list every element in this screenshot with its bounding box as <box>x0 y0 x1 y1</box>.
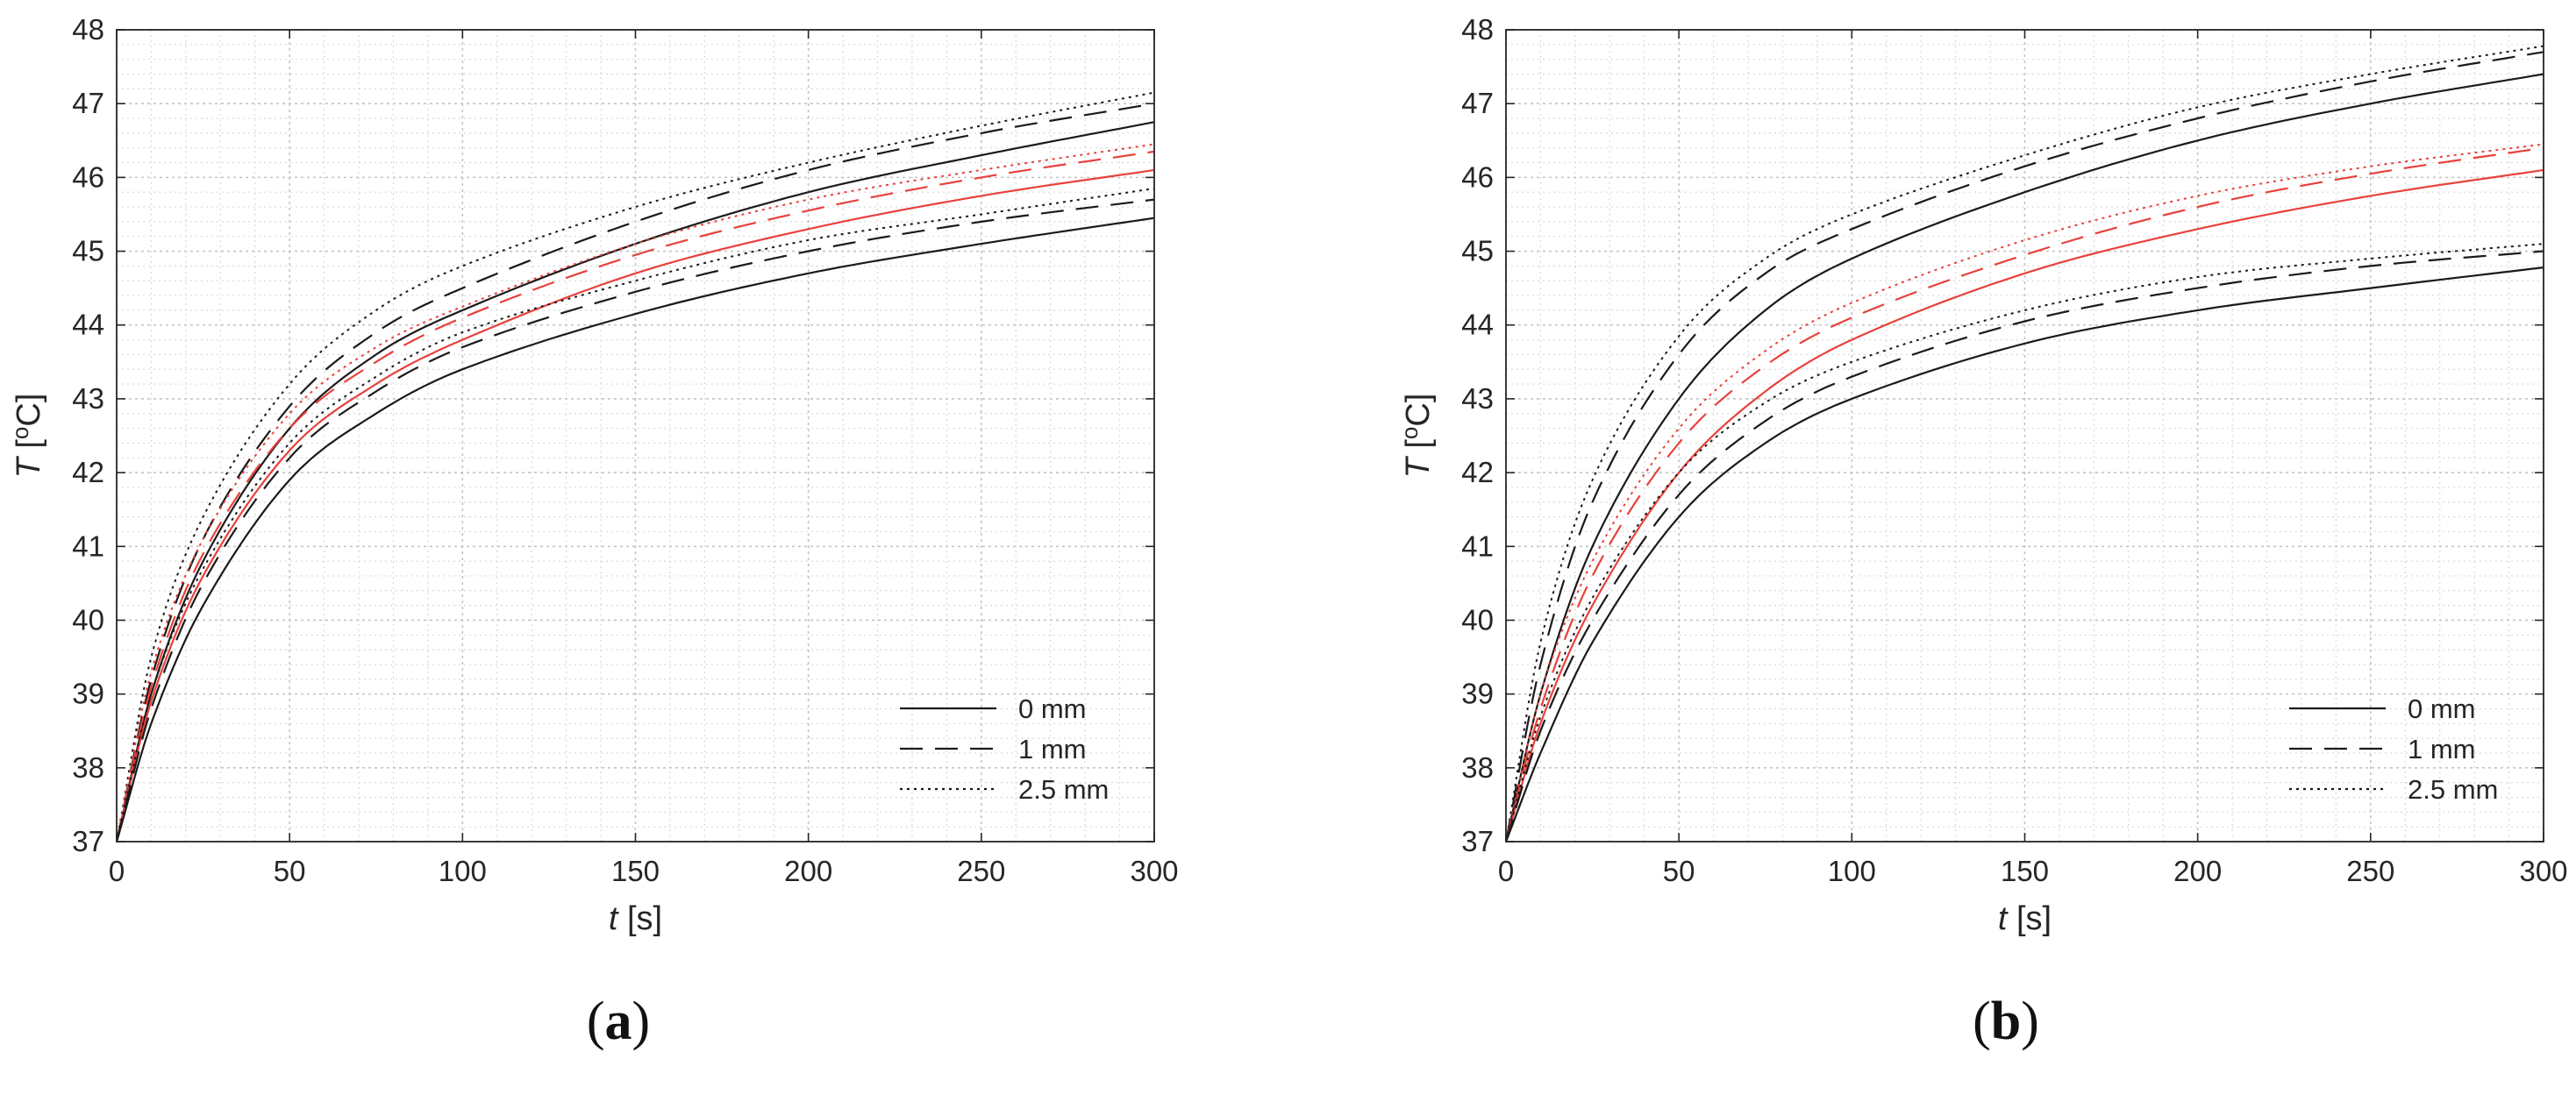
x-tick-label: 300 <box>1130 855 1178 887</box>
x-axis-unit: [s] <box>627 900 662 937</box>
series-line-middle-solid-red <box>1504 168 2544 843</box>
legend-label: 2.5 mm <box>1018 774 1109 805</box>
y-axis-unit-open: [ <box>1400 439 1437 449</box>
y-axis-variable: T <box>11 455 47 478</box>
panel-label-letter: b <box>1991 992 2021 1051</box>
x-axis-label: t [s] <box>609 900 662 937</box>
tick-marks <box>1505 29 2544 843</box>
legend-label: 1 mm <box>2408 734 2476 764</box>
y-tick-label: 37 <box>1461 825 1494 857</box>
x-tick-label: 50 <box>274 855 306 887</box>
y-tick-label: 46 <box>72 160 104 193</box>
series-line-lower-solid-black <box>1504 267 2544 843</box>
chart-panel-b: 0 50 100 150 200 250 300 37 38 39 40 41 42 43 44 45 46 47… <box>1396 13 2568 1051</box>
x-axis-unit: [s] <box>2016 900 2052 937</box>
y-tick-label: 39 <box>1461 678 1494 710</box>
series-line-middle-dashed-red <box>115 150 1155 843</box>
series-line-upper-dotted-black <box>116 91 1155 843</box>
legend: 0 mm 1 mm 2.5 mm <box>2289 693 2498 805</box>
legend-label: 0 mm <box>1018 693 1087 724</box>
series-line-middle-solid-red <box>115 168 1155 843</box>
x-tick-label: 250 <box>2346 855 2394 887</box>
y-tick-label: 39 <box>72 678 104 710</box>
y-axis-unit-open: [ <box>11 439 47 449</box>
y-tick-label: 48 <box>1461 13 1494 46</box>
x-axis-space <box>617 900 627 937</box>
y-tick-label: 37 <box>72 825 104 857</box>
x-tick-label: 0 <box>1498 855 1514 887</box>
x-axis-variable: t <box>609 900 619 937</box>
y-axis-label: T [oC] <box>7 394 47 479</box>
y-axis-unit-degree: o <box>1396 427 1423 439</box>
y-tick-label: 44 <box>72 309 104 341</box>
x-tick-label: 300 <box>2519 855 2567 887</box>
y-axis-space <box>11 449 47 459</box>
y-tick-label: 45 <box>72 235 104 267</box>
legend-label: 0 mm <box>2408 693 2476 724</box>
legend-label: 1 mm <box>1018 734 1087 764</box>
series-group <box>1504 45 2544 843</box>
series-line-upper-solid-black <box>115 121 1155 843</box>
x-tick-label: 100 <box>439 855 487 887</box>
series-line-lower-solid-black <box>115 217 1155 843</box>
y-tick-label: 41 <box>72 530 104 562</box>
series-line-lower-dashed-black <box>1504 250 2544 843</box>
y-tick-label: 38 <box>72 751 104 784</box>
y-tick-label: 47 <box>1461 87 1494 119</box>
x-tick-label: 150 <box>2001 855 2049 887</box>
y-axis-variable: T <box>1400 455 1437 478</box>
y-tick-label: 40 <box>1461 603 1494 636</box>
series-group <box>115 91 1155 843</box>
x-tick-label: 0 <box>109 855 125 887</box>
x-axis-variable: t <box>1998 900 2009 937</box>
y-tick-label: 44 <box>1461 309 1494 341</box>
y-tick-label: 40 <box>72 603 104 636</box>
x-axis-space <box>2007 900 2016 937</box>
panel-label-open: ( <box>1973 992 1991 1051</box>
x-tick-label: 200 <box>2173 855 2222 887</box>
y-axis-label: T [oC] <box>1396 394 1437 479</box>
panel-label-letter: a <box>605 992 632 1051</box>
x-tick-label: 50 <box>1663 855 1695 887</box>
y-tick-label: 48 <box>72 13 104 46</box>
panel-label: (a) <box>587 992 650 1051</box>
panel-label-close: ) <box>632 992 651 1051</box>
series-line-upper-dashed-black <box>115 103 1155 843</box>
series-line-middle-dotted-red <box>116 143 1155 843</box>
y-tick-label: 47 <box>72 87 104 119</box>
y-tick-label: 38 <box>1461 751 1494 784</box>
y-tick-label: 45 <box>1461 235 1494 267</box>
panel-label-open: ( <box>587 992 605 1051</box>
y-tick-label: 42 <box>72 456 104 488</box>
y-tick-label: 41 <box>1461 530 1494 562</box>
tick-marks <box>116 29 1155 843</box>
y-tick-label: 43 <box>1461 382 1494 415</box>
y-tick-label: 43 <box>72 382 104 415</box>
x-tick-label: 250 <box>957 855 1005 887</box>
y-axis-unit-degree: o <box>7 427 33 439</box>
series-line-middle-dashed-red <box>1504 146 2544 843</box>
x-tick-label: 100 <box>1828 855 1876 887</box>
chart-panel-a: 0 50 100 150 200 250 300 37 38 39 40 41 42 43 44 45 46 47… <box>7 13 1179 1051</box>
series-line-upper-solid-black <box>1504 73 2544 843</box>
y-axis-space <box>1400 449 1437 459</box>
series-line-lower-dashed-black <box>115 198 1155 843</box>
panel-label: (b) <box>1973 992 2039 1051</box>
y-tick-label: 46 <box>1461 160 1494 193</box>
y-axis-unit-close: C] <box>11 394 47 427</box>
y-axis-unit-close: C] <box>1400 394 1437 427</box>
legend: 0 mm 1 mm 2.5 mm <box>900 693 1109 805</box>
panel-label-close: ) <box>2021 992 2039 1051</box>
y-tick-label: 42 <box>1461 456 1494 488</box>
x-tick-label: 150 <box>611 855 660 887</box>
x-axis-label: t [s] <box>1998 900 2052 937</box>
x-tick-label: 200 <box>784 855 832 887</box>
legend-label: 2.5 mm <box>2408 774 2498 805</box>
